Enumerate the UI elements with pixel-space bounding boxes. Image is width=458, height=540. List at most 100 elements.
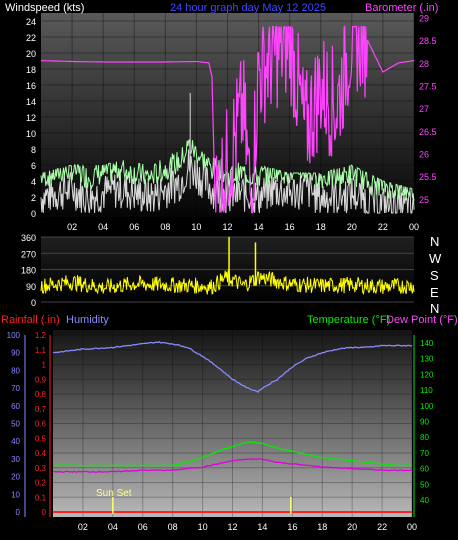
temp-x-tick: 10 xyxy=(198,522,208,532)
wind-y-tick: 0 xyxy=(31,209,36,219)
temperature-panel xyxy=(53,330,412,517)
wind-x-tick: 00 xyxy=(409,222,419,232)
wind-x-tick: 18 xyxy=(316,222,326,232)
compass-n-top: N xyxy=(430,234,439,249)
temperature-y-tick: 90 xyxy=(420,418,429,427)
compass-w: W xyxy=(429,251,442,266)
humidity-y-tick: 20 xyxy=(11,473,20,482)
humidity-y-tick: 30 xyxy=(11,455,20,464)
barometer-series-line xyxy=(41,25,415,214)
humidity-y-tick: 0 xyxy=(16,508,21,517)
wind-x-tick: 06 xyxy=(129,222,139,232)
temp-x-tick: 06 xyxy=(138,522,148,532)
wind-y-tick: 22 xyxy=(26,33,36,43)
wind-y-tick: 24 xyxy=(26,17,36,27)
humidity-y-tick: 10 xyxy=(11,490,20,499)
rainfall-axis-label: Rainfall (.in) xyxy=(1,314,60,326)
rain-y-tick: 1.1 xyxy=(35,346,47,355)
temperature-y-tick: 50 xyxy=(420,480,429,489)
temp-x-tick: 04 xyxy=(108,522,118,532)
temperature-series-line xyxy=(53,441,413,467)
wind-y-tick: 16 xyxy=(26,81,36,91)
direction-y-tick: 270 xyxy=(21,249,36,259)
temperature-y-tick: 60 xyxy=(420,465,429,474)
rain-y-tick: 0.7 xyxy=(35,405,47,414)
barometer-y-tick: 27.5 xyxy=(419,82,437,92)
humidity-y-tick: 90 xyxy=(11,349,20,358)
humidity-y-tick: 50 xyxy=(11,420,20,429)
rain-y-tick: 0.6 xyxy=(35,420,47,429)
direction-y-tick: 90 xyxy=(26,282,36,292)
temp-x-tick: 02 xyxy=(78,522,88,532)
compass-e: E xyxy=(430,285,439,300)
barometer-y-tick: 25 xyxy=(419,195,429,205)
wind-y-tick: 18 xyxy=(26,65,36,75)
humidity-series-line xyxy=(52,341,413,393)
direction-series-line xyxy=(40,269,415,296)
rain-y-tick: 0.9 xyxy=(35,375,47,384)
temperature-y-tick: 80 xyxy=(420,433,429,442)
wind-y-tick: 2 xyxy=(31,193,36,203)
rain-y-tick: 1.2 xyxy=(35,331,47,340)
temperature-y-tick: 110 xyxy=(420,386,433,395)
dewpoint-axis-label: Dew Point (°F) xyxy=(386,314,458,326)
barometer-y-tick: 26 xyxy=(419,150,429,160)
chart-title: 24 hour graph day May 12 2025 xyxy=(170,2,326,14)
temperature-y-tick: 40 xyxy=(420,496,429,505)
wind-x-tick: 04 xyxy=(98,222,108,232)
wind-x-tick: 20 xyxy=(347,222,357,232)
wind-x-tick: 14 xyxy=(254,222,264,232)
temperature-y-tick: 70 xyxy=(420,449,429,458)
wind-x-tick: 22 xyxy=(378,222,388,232)
direction-y-tick: 0 xyxy=(31,298,36,308)
temp-x-tick: 14 xyxy=(257,522,267,532)
rain-y-tick: 0.1 xyxy=(35,493,47,502)
wind-x-tick: 10 xyxy=(191,222,201,232)
wind-y-tick: 4 xyxy=(31,177,36,187)
temperature-y-tick: 140 xyxy=(420,339,434,348)
rain-y-tick: 0.3 xyxy=(35,464,47,473)
humidity-y-tick: 100 xyxy=(7,331,21,340)
wind-y-tick: 14 xyxy=(26,97,36,107)
temp-x-tick: 22 xyxy=(377,522,387,532)
wind-x-tick: 08 xyxy=(160,222,170,232)
temp-x-tick: 12 xyxy=(227,522,237,532)
wind-y-tick: 12 xyxy=(26,113,36,123)
windspeed-axis-label: Windspeed (kts) xyxy=(5,2,84,14)
wind-x-tick: 02 xyxy=(67,222,77,232)
temperature-y-tick: 100 xyxy=(420,402,434,411)
temp-x-tick: 08 xyxy=(168,522,178,532)
wind-x-tick: 12 xyxy=(222,222,232,232)
wind-y-tick: 10 xyxy=(26,129,36,139)
rain-y-tick: 1 xyxy=(42,361,47,370)
humidity-y-tick: 80 xyxy=(11,366,20,375)
humidity-axis-label: Humidity xyxy=(66,314,109,326)
wind-x-tick: 16 xyxy=(285,222,295,232)
barometer-y-tick: 28 xyxy=(419,59,429,69)
barometer-y-tick: 29 xyxy=(419,14,429,24)
temp-x-tick: 00 xyxy=(407,522,417,532)
humidity-y-tick: 40 xyxy=(11,437,20,446)
dewpoint-series-line xyxy=(52,458,413,473)
wind-y-tick: 20 xyxy=(26,49,36,59)
barometer-y-tick: 27 xyxy=(419,104,429,114)
compass-s: S xyxy=(430,268,439,283)
barometer-y-tick: 26.5 xyxy=(419,127,437,137)
humidity-y-tick: 60 xyxy=(11,402,20,411)
barometer-y-tick: 25.5 xyxy=(419,172,437,182)
rain-y-tick: 0.8 xyxy=(35,390,47,399)
rain-y-tick: 0.4 xyxy=(35,449,47,458)
wind-y-tick: 8 xyxy=(31,145,36,155)
wind-y-tick: 6 xyxy=(31,161,36,171)
direction-y-tick: 360 xyxy=(21,233,36,243)
temp-x-tick: 18 xyxy=(317,522,327,532)
sunset-label: Sun Set xyxy=(96,488,132,499)
rain-y-tick: 0 xyxy=(42,508,47,517)
humidity-y-tick: 70 xyxy=(11,384,20,393)
temperature-y-tick: 130 xyxy=(420,355,434,364)
rain-y-tick: 0.5 xyxy=(35,434,47,443)
barometer-y-tick: 28.5 xyxy=(419,36,437,46)
temperature-y-tick: 120 xyxy=(420,370,434,379)
temperature-axis-label: Temperature (°F) xyxy=(307,314,390,326)
rain-y-tick: 0.2 xyxy=(35,479,47,488)
